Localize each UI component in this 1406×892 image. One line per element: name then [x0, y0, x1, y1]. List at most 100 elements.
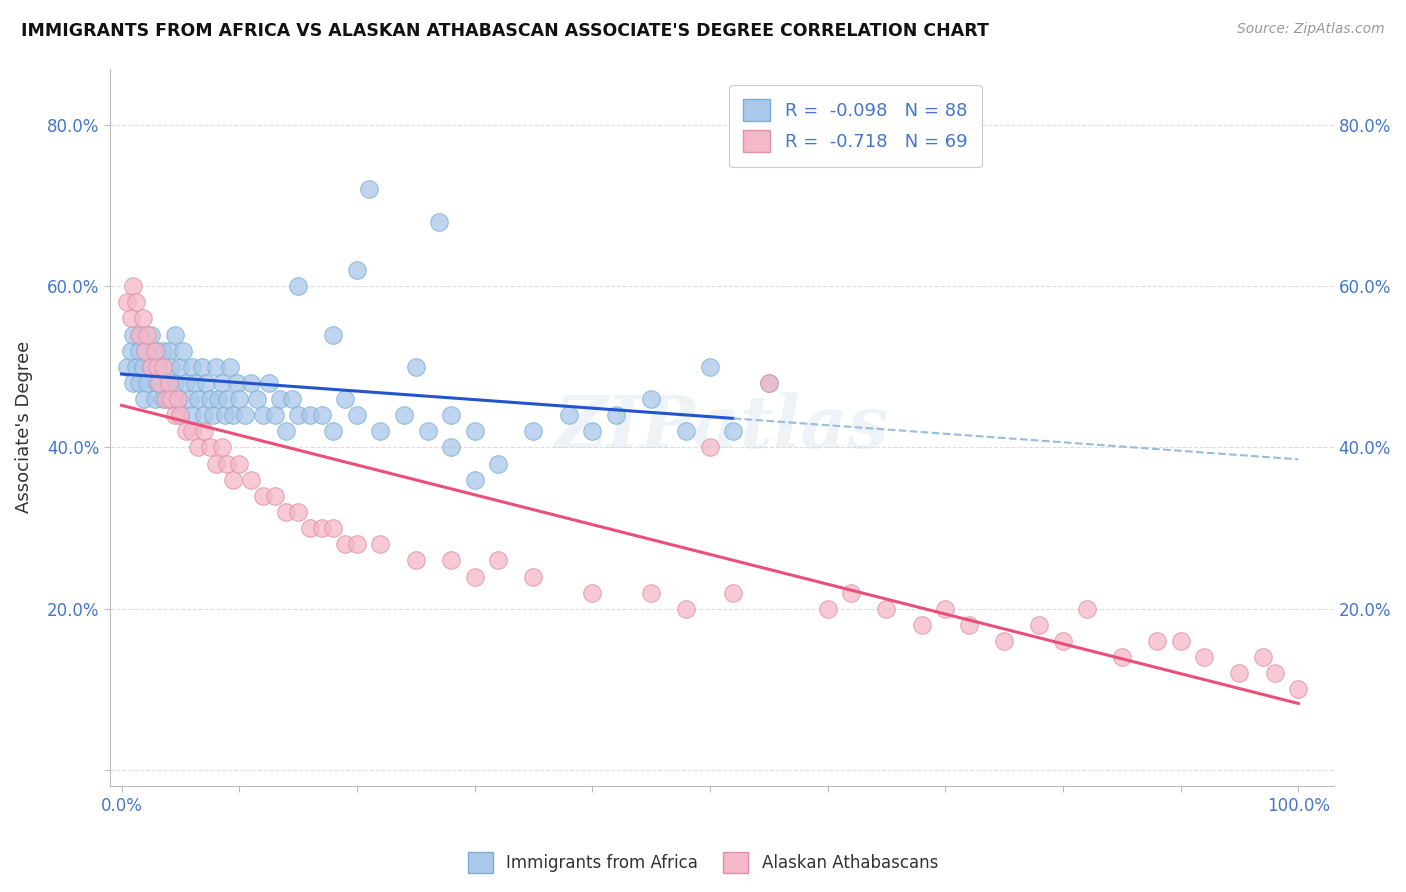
- Point: [128, 376, 150, 390]
- Text: ZIPatlas: ZIPatlas: [554, 392, 889, 463]
- Point: [139, 359, 162, 374]
- Point: [129, 327, 152, 342]
- Point: [202, 409, 225, 423]
- Point: [198, 441, 221, 455]
- Point: [240, 376, 263, 390]
- Point: [252, 409, 274, 423]
- Point: [522, 569, 544, 583]
- Point: [699, 441, 721, 455]
- Point: [1251, 650, 1274, 665]
- Point: [187, 441, 209, 455]
- Point: [193, 409, 215, 423]
- Point: [276, 505, 298, 519]
- Point: [1076, 601, 1098, 615]
- Point: [839, 585, 862, 599]
- Point: [172, 343, 194, 358]
- Point: [148, 376, 170, 390]
- Point: [190, 359, 212, 374]
- Point: [163, 327, 186, 342]
- Point: [160, 359, 183, 374]
- Point: [817, 601, 839, 615]
- Point: [1146, 634, 1168, 648]
- Legend: R =  -0.098   N = 88, R =  -0.718   N = 69: R = -0.098 N = 88, R = -0.718 N = 69: [728, 85, 981, 167]
- Point: [758, 376, 780, 390]
- Point: [723, 425, 745, 439]
- Point: [195, 376, 218, 390]
- Point: [139, 327, 162, 342]
- Point: [440, 409, 463, 423]
- Point: [486, 553, 509, 567]
- Point: [464, 473, 486, 487]
- Point: [183, 376, 205, 390]
- Point: [640, 392, 662, 406]
- Point: [134, 343, 156, 358]
- Point: [132, 359, 155, 374]
- Point: [218, 359, 240, 374]
- Point: [1028, 618, 1050, 632]
- Point: [167, 392, 190, 406]
- Point: [169, 409, 191, 423]
- Point: [1170, 634, 1192, 648]
- Point: [193, 425, 215, 439]
- Point: [1192, 650, 1215, 665]
- Point: [214, 409, 236, 423]
- Point: [464, 569, 486, 583]
- Point: [263, 489, 285, 503]
- Point: [217, 392, 239, 406]
- Point: [486, 457, 509, 471]
- Point: [125, 295, 148, 310]
- Point: [181, 409, 204, 423]
- Point: [179, 392, 201, 406]
- Point: [675, 425, 697, 439]
- Point: [581, 425, 603, 439]
- Point: [204, 457, 226, 471]
- Point: [416, 425, 439, 439]
- Point: [233, 409, 256, 423]
- Point: [217, 457, 239, 471]
- Point: [225, 376, 247, 390]
- Point: [605, 409, 627, 423]
- Point: [993, 634, 1015, 648]
- Point: [143, 392, 166, 406]
- Text: Source: ZipAtlas.com: Source: ZipAtlas.com: [1237, 22, 1385, 37]
- Point: [117, 295, 139, 310]
- Point: [322, 327, 344, 342]
- Point: [207, 392, 229, 406]
- Point: [723, 585, 745, 599]
- Point: [675, 601, 697, 615]
- Point: [228, 392, 250, 406]
- Point: [228, 457, 250, 471]
- Point: [155, 392, 177, 406]
- Point: [392, 409, 415, 423]
- Point: [370, 537, 392, 551]
- Point: [346, 263, 368, 277]
- Point: [464, 425, 486, 439]
- Point: [176, 376, 198, 390]
- Point: [187, 392, 209, 406]
- Point: [211, 441, 233, 455]
- Point: [122, 376, 145, 390]
- Point: [132, 392, 155, 406]
- Point: [120, 343, 142, 358]
- Point: [758, 376, 780, 390]
- Point: [558, 409, 581, 423]
- Point: [198, 392, 221, 406]
- Point: [122, 327, 145, 342]
- Point: [346, 537, 368, 551]
- Point: [322, 425, 344, 439]
- Point: [440, 553, 463, 567]
- Point: [298, 521, 321, 535]
- Point: [281, 392, 304, 406]
- Point: [427, 215, 450, 229]
- Point: [136, 376, 159, 390]
- Point: [1286, 682, 1309, 697]
- Point: [152, 392, 174, 406]
- Point: [240, 473, 263, 487]
- Point: [128, 343, 150, 358]
- Point: [333, 392, 356, 406]
- Legend: Immigrants from Africa, Alaskan Athabascans: Immigrants from Africa, Alaskan Athabasc…: [461, 846, 945, 880]
- Point: [157, 376, 180, 390]
- Point: [257, 376, 280, 390]
- Point: [146, 359, 169, 374]
- Point: [176, 425, 198, 439]
